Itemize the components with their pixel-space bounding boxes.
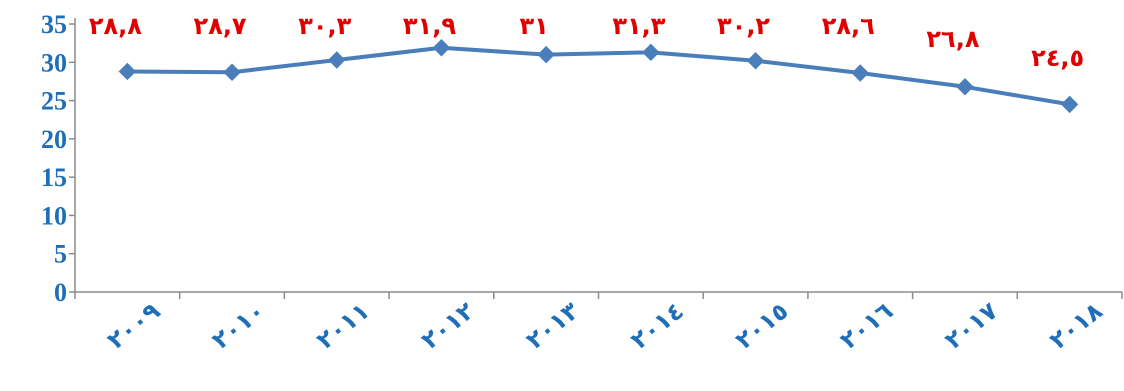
data-label: ٢٦,٨ (926, 25, 979, 53)
x-axis: ٢٠٠٩ ٢٠١٠ ٢٠١١ ٢٠١٢ ٢٠١٣ ٢٠١٤ ٢٠١٥ ٢٠١٦ ٢٠١٧ ٢٠١٨ (74, 291, 1123, 355)
y-tick-label: 30 (41, 48, 67, 77)
x-tick-label: ٢٠١٢ (416, 296, 480, 354)
series-line-group (118, 39, 1079, 114)
x-tick-label: ٢٠١٤ (625, 297, 688, 355)
x-tick-label: ٢٠١٦ (835, 297, 898, 355)
data-point-marker (432, 39, 451, 57)
data-label: ٣٠,٢ (717, 12, 770, 40)
data-label: ٢٨,٦ (822, 12, 875, 40)
data-point-marker (956, 78, 974, 96)
data-labels: ٢٨,٨ ٢٨,٧ ٣٠,٣ ٣١,٩ ٣١ ٣١,٣ ٣٠,٢ ٢٨,٦ ٢٦,٨ ٢٤,٥ (89, 12, 1084, 72)
data-point-marker (851, 64, 869, 82)
data-point-marker (746, 52, 765, 70)
x-tick-label: ٢٠٠٩ (102, 296, 166, 354)
data-label: ٢٨,٧ (194, 12, 247, 40)
y-tick-label: 15 (41, 163, 67, 192)
y-tick-label: 35 (41, 10, 67, 39)
series-line (127, 45, 1070, 107)
data-label: ٣١ (520, 12, 549, 40)
data-label: ٢٨,٨ (89, 12, 142, 40)
data-label: ٣١,٣ (612, 12, 665, 40)
data-label: ٢٤,٥ (1031, 44, 1084, 72)
y-tick-label: 5 (54, 240, 67, 269)
data-point-marker (328, 51, 346, 69)
x-tick-label: ٢٠١٠ (207, 297, 270, 355)
x-tick-label: ٢٠١٨ (1044, 296, 1108, 354)
x-tick-label: ٢٠١٧ (940, 296, 1004, 354)
data-point-marker (537, 45, 555, 64)
y-tick-label: 0 (54, 278, 67, 307)
y-tick-label: 10 (41, 201, 67, 230)
x-tick-label: ٢٠١٣ (521, 296, 585, 354)
data-label: ٣٠,٣ (298, 12, 351, 40)
y-tick-label: 25 (41, 87, 67, 116)
data-point-marker (223, 63, 241, 81)
data-point-marker (1060, 95, 1079, 114)
x-tick-label: ٢٠١١ (311, 297, 374, 355)
y-tick-label: 20 (41, 125, 67, 154)
y-axis: 0 5 10 15 20 25 30 35 (41, 10, 76, 307)
x-tick-label: ٢٠١٥ (730, 297, 793, 355)
data-point-marker (118, 62, 137, 81)
data-point-marker (642, 43, 660, 62)
data-label: ٣١,٩ (403, 12, 456, 40)
